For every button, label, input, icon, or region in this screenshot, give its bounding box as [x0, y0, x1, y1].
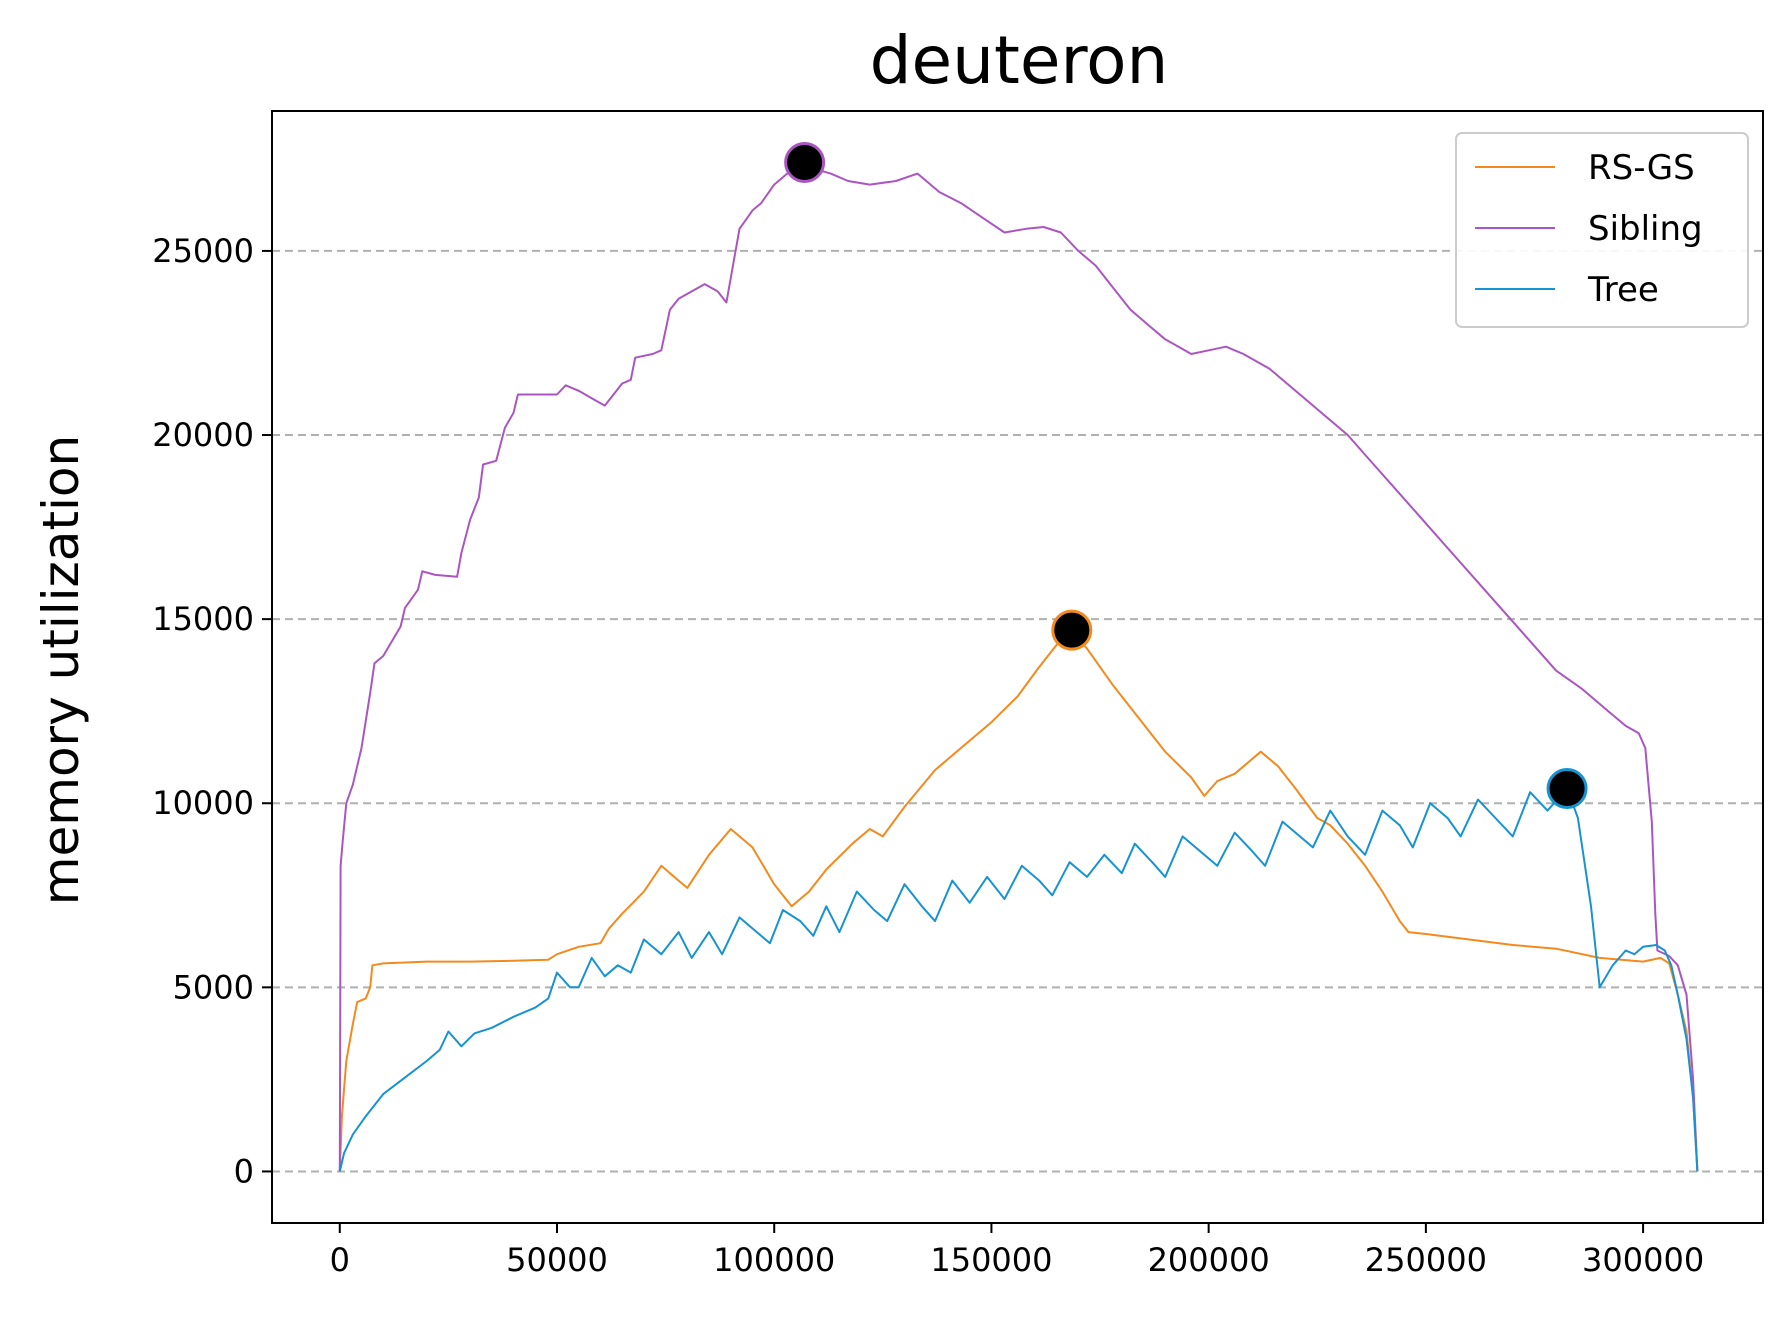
y-tick-label-5: 25000 [152, 232, 254, 270]
y-tick-label-4: 20000 [152, 416, 254, 454]
series-line-rs-gs [338, 629, 1699, 1172]
peak-markers [784, 142, 1588, 810]
y-tick-label-2: 10000 [152, 784, 254, 822]
x-tick-label-3: 150000 [930, 1241, 1052, 1279]
series-line-tree [338, 787, 1699, 1172]
x-tick-label-4: 200000 [1148, 1241, 1270, 1279]
legend-box [1455, 132, 1749, 328]
x-tick-label-1: 50000 [506, 1241, 608, 1279]
peak-marker-sibling [784, 142, 826, 184]
x-tick-label-6: 300000 [1582, 1241, 1704, 1279]
y-axis-ticks: 0 5000 10000 15000 20000 25000 [152, 232, 272, 1190]
y-tick-label-1: 5000 [173, 968, 254, 1006]
x-tick-label-2: 100000 [713, 1241, 835, 1279]
y-axis-label: memory utilization [32, 435, 90, 905]
x-axis-ticks: 0 50000 100000 150000 200000 250000 300000 [330, 1223, 1704, 1279]
chart-title: deuteron [870, 22, 1169, 99]
x-tick-label-5: 250000 [1365, 1241, 1487, 1279]
legend-label-sibling: Sibling [1588, 209, 1703, 249]
plot-frame [271, 110, 1764, 1224]
peak-marker-tree [1546, 768, 1588, 810]
y-tick-label-0: 0 [234, 1152, 254, 1190]
x-tick-label-0: 0 [330, 1241, 350, 1279]
legend-label-rs-gs: RS-GS [1588, 148, 1695, 188]
legend: RS-GS Sibling Tree [1455, 132, 1749, 328]
y-tick-label-3: 15000 [152, 600, 254, 638]
peak-marker-rs-gs [1051, 609, 1093, 651]
legend-label-tree: Tree [1587, 270, 1659, 310]
